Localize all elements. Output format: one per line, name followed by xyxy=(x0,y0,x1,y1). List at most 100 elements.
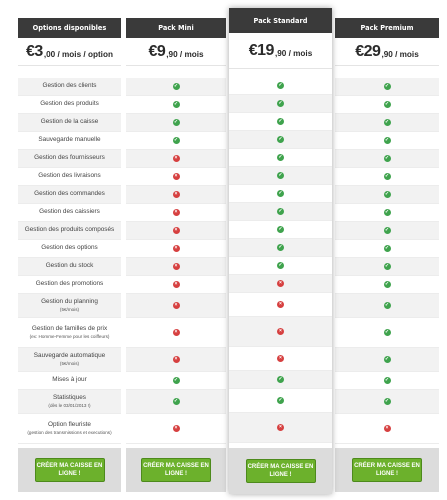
feature-cell: × xyxy=(126,150,226,168)
price-main: €9 xyxy=(148,42,166,60)
feature-cell: × xyxy=(126,258,226,276)
feature-cell: ✓ xyxy=(335,96,439,114)
feature-cell: × xyxy=(126,414,226,444)
feature-cell: ✓ xyxy=(335,348,439,372)
check-icon: ✓ xyxy=(383,227,391,234)
feature-label: Option fleuriste xyxy=(48,421,91,429)
column-mini: Pack Mini €9,90 / mois ✓ ✓ ✓ ✓ × × × × × × × × × × × ✓ ✓ × C… xyxy=(126,18,226,492)
check-icon: ✓ xyxy=(383,302,391,309)
check-icon: ✓ xyxy=(172,398,180,405)
check-icon: ✓ xyxy=(383,155,391,162)
feature-cell: × xyxy=(126,222,226,240)
column-premium: Pack Premium €29,90 / mois ✓ ✓ ✓ ✓ ✓ ✓ ✓ ✓ ✓ ✓ ✓ ✓ ✓ ✓ ✓… xyxy=(335,18,439,492)
cross-icon: × xyxy=(172,329,180,336)
feature-cell: × xyxy=(126,204,226,222)
feature-cell: × xyxy=(126,348,226,372)
feature-cell: × xyxy=(335,414,439,444)
check-icon: ✓ xyxy=(172,377,180,384)
feature-row: Gestion des caissiers xyxy=(18,204,121,222)
feature-cell: ✓ xyxy=(335,372,439,390)
check-icon: ✓ xyxy=(383,119,391,126)
feature-row: Gestion des options xyxy=(18,240,121,258)
feature-cell: ✓ xyxy=(335,294,439,318)
feature-label: Mises à jour xyxy=(52,376,87,384)
feature-cell: ✓ xyxy=(335,150,439,168)
feature-note: (dès le 03/01/2013 !) xyxy=(48,402,91,408)
price-main: €29 xyxy=(355,42,381,60)
create-register-button-premium[interactable]: CRÉER MA CAISSE EN LIGNE ! xyxy=(352,458,422,482)
feature-cell: ✓ xyxy=(229,239,332,257)
column-options: Options disponibles €3,00 / mois / option… xyxy=(18,18,121,492)
create-register-button-standard[interactable]: CRÉER MA CAISSE EN LIGNE ! xyxy=(245,459,316,483)
feature-row: Mises à jour xyxy=(18,372,121,390)
cross-icon: × xyxy=(277,280,284,287)
price-main: €3 xyxy=(26,42,43,60)
cross-icon: × xyxy=(172,173,180,180)
cross-icon: × xyxy=(172,191,180,198)
cross-icon: × xyxy=(383,425,391,432)
feature-cell: ✓ xyxy=(229,149,332,167)
check-icon: ✓ xyxy=(277,262,284,269)
feature-row: Gestion du planning (5€/mois) xyxy=(18,294,121,318)
feature-cell: ✓ xyxy=(229,77,332,95)
check-icon: ✓ xyxy=(277,244,284,251)
feature-row: Gestion de la caisse xyxy=(18,114,121,132)
feature-cell: × xyxy=(126,186,226,204)
feature-cell: ✓ xyxy=(126,114,226,132)
cross-icon: × xyxy=(172,356,180,363)
feature-label: Gestion des caissiers xyxy=(39,208,100,216)
check-icon: ✓ xyxy=(172,101,180,108)
check-icon: ✓ xyxy=(277,100,284,107)
check-icon: ✓ xyxy=(277,208,284,215)
feature-cell: × xyxy=(126,276,226,294)
create-register-button-mini[interactable]: CRÉER MA CAISSE EN LIGNE ! xyxy=(141,458,211,482)
check-icon: ✓ xyxy=(277,376,284,383)
feature-cell: ✓ xyxy=(229,131,332,149)
feature-cell: ✓ xyxy=(229,113,332,131)
feature-cell: ✓ xyxy=(335,222,439,240)
feature-row: Gestion des produits xyxy=(18,96,121,114)
check-icon: ✓ xyxy=(277,172,284,179)
feature-label: Sauvegarde manuelle xyxy=(38,136,101,144)
column-standard: Pack Standard €19,90 / mois ✓ ✓ ✓ ✓ ✓ ✓ ✓ ✓ ✓ ✓ ✓ × × ×… xyxy=(229,8,332,494)
feature-cell: ✓ xyxy=(126,132,226,150)
feature-row: Gestion de familles de prix (ex: Homme-Fe… xyxy=(18,318,121,348)
check-icon: ✓ xyxy=(383,173,391,180)
feature-label: Gestion du planning xyxy=(41,298,98,306)
feature-cell: ✓ xyxy=(335,390,439,414)
column-footer: CRÉER MA CAISSE EN LIGNE ! xyxy=(229,448,332,494)
price-suffix: ,90 / mois xyxy=(274,48,313,58)
feature-label: Statistiques xyxy=(52,394,87,402)
feature-label: Sauvegarde automatique xyxy=(33,352,106,360)
check-icon: ✓ xyxy=(277,226,284,233)
check-icon: ✓ xyxy=(277,190,284,197)
feature-cell: ✓ xyxy=(126,390,226,414)
feature-note: (ex: Homme-Femme pour les coiffeurs) xyxy=(29,333,110,339)
create-register-button-options[interactable]: CRÉER MA CAISSE EN LIGNE ! xyxy=(34,458,105,482)
feature-row: Sauvegarde manuelle xyxy=(18,132,121,150)
feature-row: Gestion des fournisseurs xyxy=(18,150,121,168)
column-title-options: Options disponibles xyxy=(18,18,121,38)
feature-row: Gestion du stock xyxy=(18,258,121,276)
cross-icon: × xyxy=(277,424,284,431)
feature-cell: ✓ xyxy=(335,114,439,132)
feature-cell: ✓ xyxy=(229,221,332,239)
feature-cell: × xyxy=(126,294,226,318)
feature-row: Statistiques (dès le 03/01/2013 !) xyxy=(18,390,121,414)
check-icon: ✓ xyxy=(383,377,391,384)
check-icon: ✓ xyxy=(383,356,391,363)
check-icon: ✓ xyxy=(277,154,284,161)
check-icon: ✓ xyxy=(383,329,391,336)
feature-row: Gestion des promotions xyxy=(18,276,121,294)
price-premium: €29,90 / mois xyxy=(335,38,439,66)
price-mini: €9,90 / mois xyxy=(126,38,226,66)
feature-row: Gestion des clients xyxy=(18,78,121,96)
feature-row: Sauvegarde automatique (5€/mois) xyxy=(18,348,121,372)
check-icon: ✓ xyxy=(383,137,391,144)
check-icon: ✓ xyxy=(172,83,180,90)
cross-icon: × xyxy=(277,328,284,335)
check-icon: ✓ xyxy=(383,281,391,288)
feature-note: (5€/mois) xyxy=(59,306,80,312)
check-icon: ✓ xyxy=(277,118,284,125)
cross-icon: × xyxy=(277,301,284,308)
